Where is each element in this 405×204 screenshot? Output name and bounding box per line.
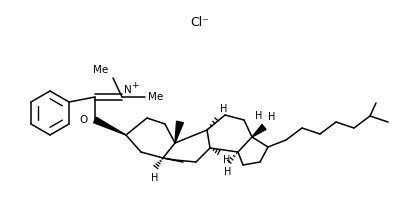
Text: N: N bbox=[124, 85, 132, 95]
Polygon shape bbox=[175, 121, 183, 143]
Text: +: + bbox=[131, 81, 138, 90]
Polygon shape bbox=[94, 117, 126, 135]
Text: H: H bbox=[224, 167, 231, 177]
Text: O: O bbox=[79, 115, 88, 125]
Text: H: H bbox=[254, 111, 261, 121]
Text: Me: Me bbox=[148, 92, 163, 102]
Text: H: H bbox=[268, 112, 275, 122]
Text: Cl⁻: Cl⁻ bbox=[190, 16, 209, 29]
Text: H: H bbox=[222, 155, 230, 165]
Polygon shape bbox=[252, 124, 265, 137]
Text: H: H bbox=[220, 104, 227, 114]
Text: Me: Me bbox=[92, 65, 108, 75]
Text: H: H bbox=[151, 173, 158, 183]
